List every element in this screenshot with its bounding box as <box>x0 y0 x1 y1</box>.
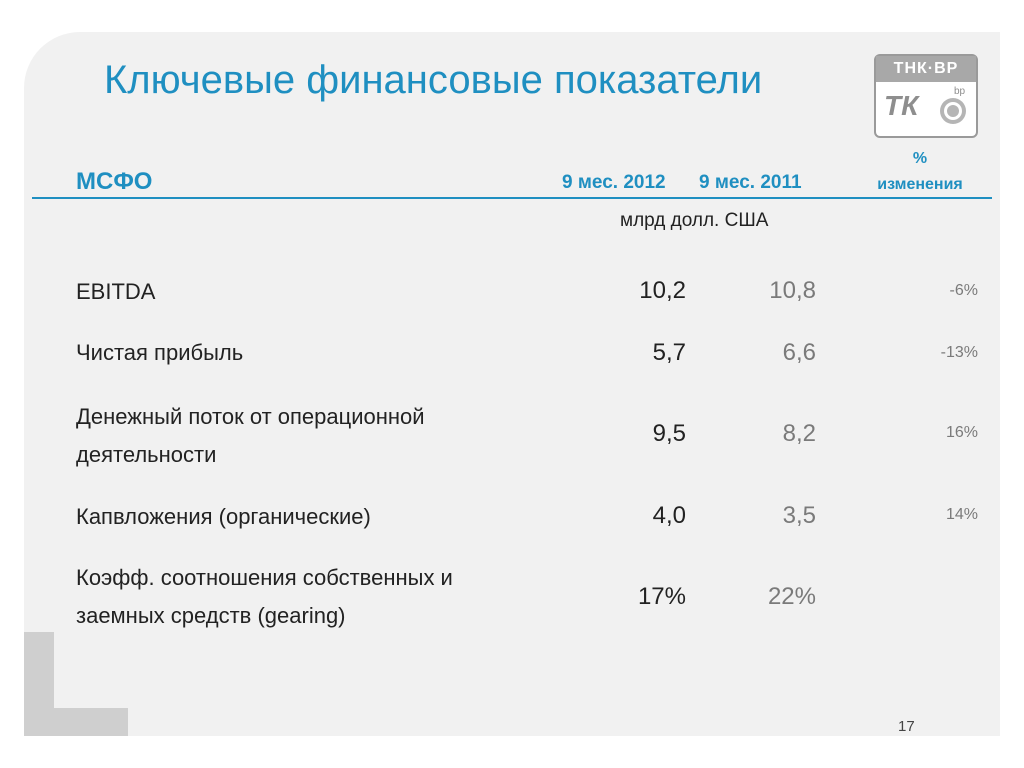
change-header-word: изменения <box>877 176 963 193</box>
value-2012-net-income: 5,7 <box>652 339 686 366</box>
row-label-net-income: Чистая прибыль <box>76 334 243 372</box>
units-label: млрд долл. США <box>620 210 769 231</box>
header-divider <box>32 197 992 199</box>
row-label-line: деятельности <box>76 442 217 467</box>
value-2012-ebitda: 10,2 <box>639 277 686 304</box>
value-2012-operating-cash-flow: 9,5 <box>652 420 686 447</box>
page-number: 17 <box>898 718 915 735</box>
value-2011-gearing: 22% <box>767 583 816 610</box>
row-label-line: Чистая прибыль <box>76 340 244 365</box>
row-label-line: EBITDA <box>76 279 156 304</box>
row-label-ebitda: EBITDA <box>76 273 155 311</box>
column-header-2011: 9 мес. 2011 <box>699 172 802 193</box>
change-ebitda: -6% <box>949 282 978 299</box>
slide-title: Ключевые финансовые показатели <box>104 58 763 102</box>
change-net-income: -13% <box>940 344 978 361</box>
value-2011-ebitda: 10,8 <box>769 277 816 304</box>
value-2011-capex: 3,5 <box>782 502 816 529</box>
row-label-line: Денежный поток от операционной <box>76 404 425 429</box>
logo-top-text: ТНК·BP <box>876 56 976 82</box>
change-capex: 14% <box>945 506 978 523</box>
tnk-bp-logo: ТНК·BP ТК bp <box>874 54 978 138</box>
row-label-gearing: Коэфф. соотношения собственных и заемных… <box>76 559 453 635</box>
logo-bp-text: bp <box>954 86 966 97</box>
ifrs-header: МСФО <box>76 168 153 195</box>
row-label-operating-cash-flow: Денежный поток от операционной деятельно… <box>76 398 425 474</box>
column-header-change: % изменения <box>840 146 1000 198</box>
value-2011-operating-cash-flow: 8,2 <box>782 420 816 447</box>
value-2012-gearing: 17% <box>637 583 686 610</box>
value-2012-capex: 4,0 <box>652 502 686 529</box>
logo-mark: ТК <box>884 90 919 121</box>
corner-decoration-horizontal <box>24 708 128 736</box>
row-label-line: заемных средств (gearing) <box>76 603 346 628</box>
column-header-2012: 9 мес. 2012 <box>562 172 666 193</box>
slide-panel <box>24 32 1000 736</box>
change-header-sign: % <box>912 150 928 167</box>
row-label-line: Коэфф. соотношения собственных и <box>76 565 453 590</box>
row-label-line: Капвложения (органические) <box>76 504 371 529</box>
value-2011-net-income: 6,6 <box>782 339 816 366</box>
change-operating-cash-flow: 16% <box>945 424 978 441</box>
bp-sun-icon <box>940 98 966 124</box>
row-label-capex: Капвложения (органические) <box>76 498 371 536</box>
